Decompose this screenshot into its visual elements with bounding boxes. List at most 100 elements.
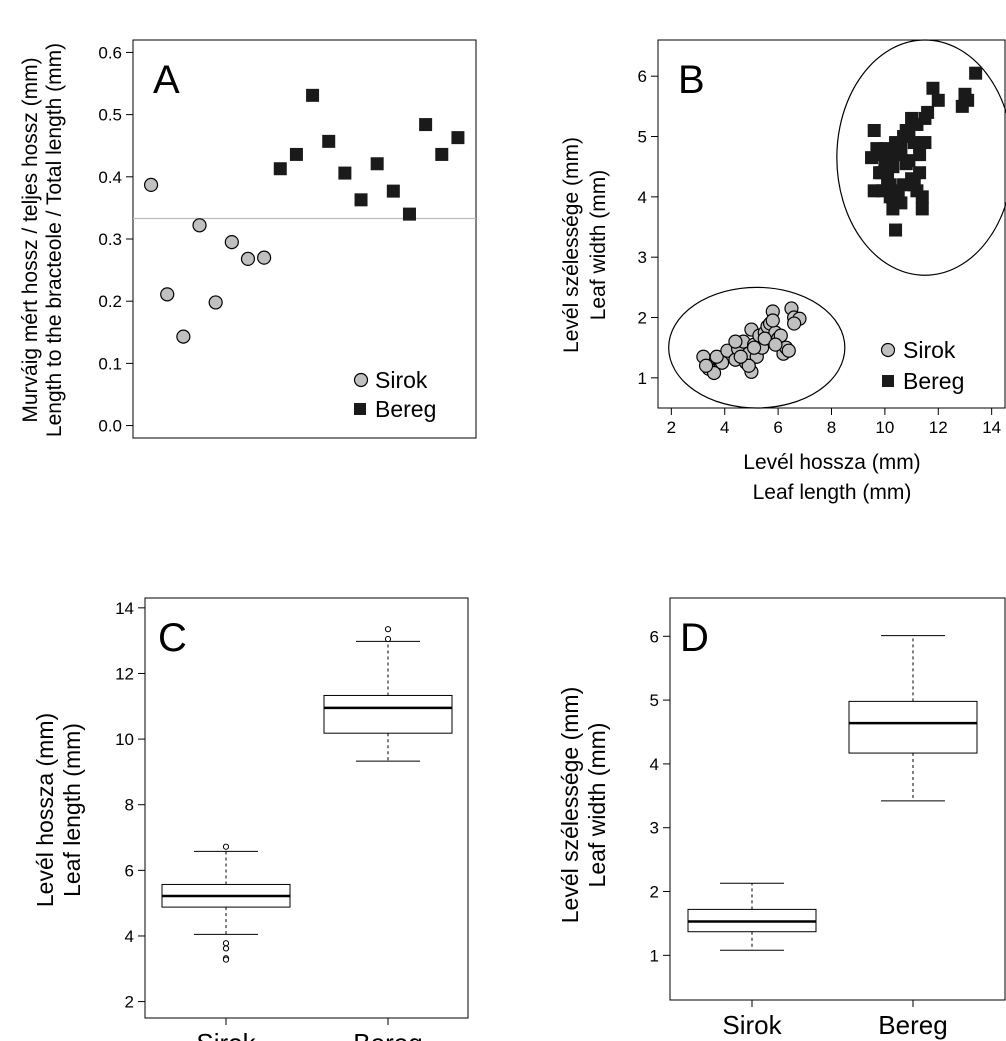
panel-b-point-bereg — [931, 93, 945, 107]
panel-b-point-bereg — [907, 136, 921, 150]
panel-c-category-label: Sirok — [196, 1028, 256, 1041]
panel-d-ytick-label: 1 — [650, 946, 659, 965]
panel-d-category-label: Sirok — [722, 1010, 782, 1040]
panel-b-ytick-label: 4 — [638, 188, 647, 207]
panel-b-point-sirok — [709, 349, 724, 364]
panel-d: D 1 2 3 4 5 6 Sirok Bereg Levél szélessége (mm… — [557, 597, 1006, 1040]
panel-b-point-bereg — [902, 154, 916, 168]
panel-b-point-sirok — [728, 334, 743, 349]
panel-b-point-sirok — [765, 313, 780, 328]
panel-a-point-sirok — [143, 177, 159, 192]
panel-d-ylabel-line1: Levél szélessége (mm) — [557, 687, 583, 923]
panel-b-letter: B — [678, 58, 705, 102]
panel-a-point-bereg — [354, 193, 368, 207]
panel-b-xtick-label: 6 — [773, 418, 782, 437]
panel-d-ylabel-line2: Leaf width (mm) — [584, 723, 610, 888]
panel-a-ylabel-line1: Murváig mért hossz / teljes hossz (mm) — [19, 57, 42, 422]
panel-a-ytick-label: 0.4 — [98, 168, 122, 187]
panel-a-point-bereg — [370, 157, 384, 171]
panel-c-ytick-label: 6 — [125, 861, 134, 880]
panel-c-ylabel-line2: Leaf length (mm) — [59, 723, 85, 897]
panel-b-legend-bereg-marker — [882, 375, 894, 387]
panel-a-point-bereg — [273, 162, 287, 176]
panel-a-ytick-label: 0.1 — [98, 354, 122, 373]
panel-c-box-bereg-outlier — [384, 626, 392, 633]
panel-d-category-label: Bereg — [878, 1010, 947, 1040]
panel-a-legend: Sirok Bereg — [353, 367, 436, 422]
panel-d-ytick-label: 4 — [650, 755, 659, 774]
panel-b-point-sirok — [781, 343, 796, 358]
panel-b-ytick-label: 3 — [638, 248, 647, 267]
panel-c-letter: C — [158, 616, 187, 660]
panel-a-ytick-label: 0.5 — [98, 106, 122, 125]
panel-a-point-bereg — [435, 147, 449, 161]
panel-b-ytick-label: 6 — [638, 67, 647, 86]
panel-b-point-bereg — [913, 148, 927, 162]
panel-c-ytick-label: 12 — [115, 664, 134, 683]
panel-c-ytick-label: 2 — [125, 993, 134, 1012]
panel-c-box-bereg-outlier — [384, 635, 392, 643]
panel-a-legend-sirok-marker — [353, 372, 369, 388]
panel-d-ytick-label: 6 — [650, 627, 659, 646]
panel-a-legend-bereg-marker — [354, 403, 366, 415]
panel-a-point-sirok — [176, 329, 191, 344]
panel-a-point-bereg — [451, 131, 465, 145]
panel-b-point-bereg — [926, 81, 940, 95]
panel-c-ytick-label: 10 — [115, 730, 134, 749]
panel-b-xlabel-line2: Leaf length (mm) — [753, 481, 912, 504]
panel-a-point-bereg — [419, 118, 433, 132]
panel-b-point-bereg — [897, 130, 911, 144]
panel-b-point-bereg — [875, 166, 889, 180]
panel-c-ytick-label: 8 — [125, 796, 134, 815]
panel-b-point-bereg — [913, 166, 927, 180]
panel-b-xtick-label: 4 — [720, 418, 729, 437]
panel-b-point-bereg — [891, 184, 905, 198]
panel-a: A 0.0 0.1 0.2 0.3 0.4 0.5 0.6 Murváig mért hos… — [19, 39, 477, 439]
panel-a-letter: A — [153, 58, 180, 102]
panel-b-ellipse-sirok — [668, 286, 846, 409]
panel-b-point-bereg — [873, 148, 887, 162]
panel-b-ytick-label: 2 — [638, 309, 647, 328]
panel-a-point-bereg — [322, 134, 336, 148]
panel-a-point-sirok — [192, 218, 207, 233]
panel-a-point-sirok — [160, 287, 175, 302]
panel-b-point-sirok — [698, 358, 714, 373]
panel-c-box-sirok-outlier — [222, 945, 230, 952]
panel-a-point-bereg — [289, 147, 303, 161]
panel-a-ytick-label: 0.3 — [98, 230, 122, 249]
panel-b-legend-bereg: Bereg — [903, 368, 964, 394]
panel-b-xtick-label: 8 — [827, 418, 836, 437]
panel-b-legend: Sirok Bereg — [880, 337, 964, 394]
panel-b-point-bereg — [915, 190, 929, 204]
panel-b-legend-sirok: Sirok — [903, 337, 956, 363]
panel-b-point-bereg — [961, 93, 975, 107]
panel-c-box-sirok-outlier — [222, 843, 230, 850]
panel-b-xtick-label: 12 — [929, 418, 948, 437]
panel-b-ytick-label: 1 — [638, 369, 647, 388]
panel-b-point-sirok — [757, 331, 772, 346]
panel-a-point-sirok — [240, 251, 256, 266]
panel-b-point-sirok — [746, 340, 762, 355]
panel-d-letter: D — [680, 616, 709, 660]
panel-a-legend-bereg: Bereg — [375, 396, 436, 422]
panel-a-point-sirok — [257, 250, 272, 265]
panel-c-ytick-label: 14 — [115, 599, 134, 618]
panel-d-box-bereg — [848, 700, 978, 754]
panel-a-legend-sirok: Sirok — [375, 367, 428, 393]
panel-b-xlabel-line1: Levél hossza (mm) — [743, 451, 920, 474]
panel-c-ylabel-line1: Levél hossza (mm) — [32, 713, 58, 907]
panel-b-point-bereg — [905, 111, 919, 125]
panel-b-point-bereg — [889, 223, 903, 237]
panel-b-xtick-label: 14 — [982, 418, 1001, 437]
panel-a-ytick-label: 0.6 — [98, 43, 122, 62]
panel-c-box-bereg — [323, 694, 453, 734]
panel-a-ytick-label: 0.2 — [98, 292, 122, 311]
panel-c-ytick-label: 4 — [125, 927, 134, 946]
panel-b-point-sirok — [787, 316, 802, 331]
panel-b-point-bereg — [867, 123, 881, 137]
panel-a-point-sirok — [208, 295, 223, 310]
panel-a-point-bereg — [338, 166, 352, 180]
panel-a-ytick-label: 0.0 — [98, 417, 122, 436]
